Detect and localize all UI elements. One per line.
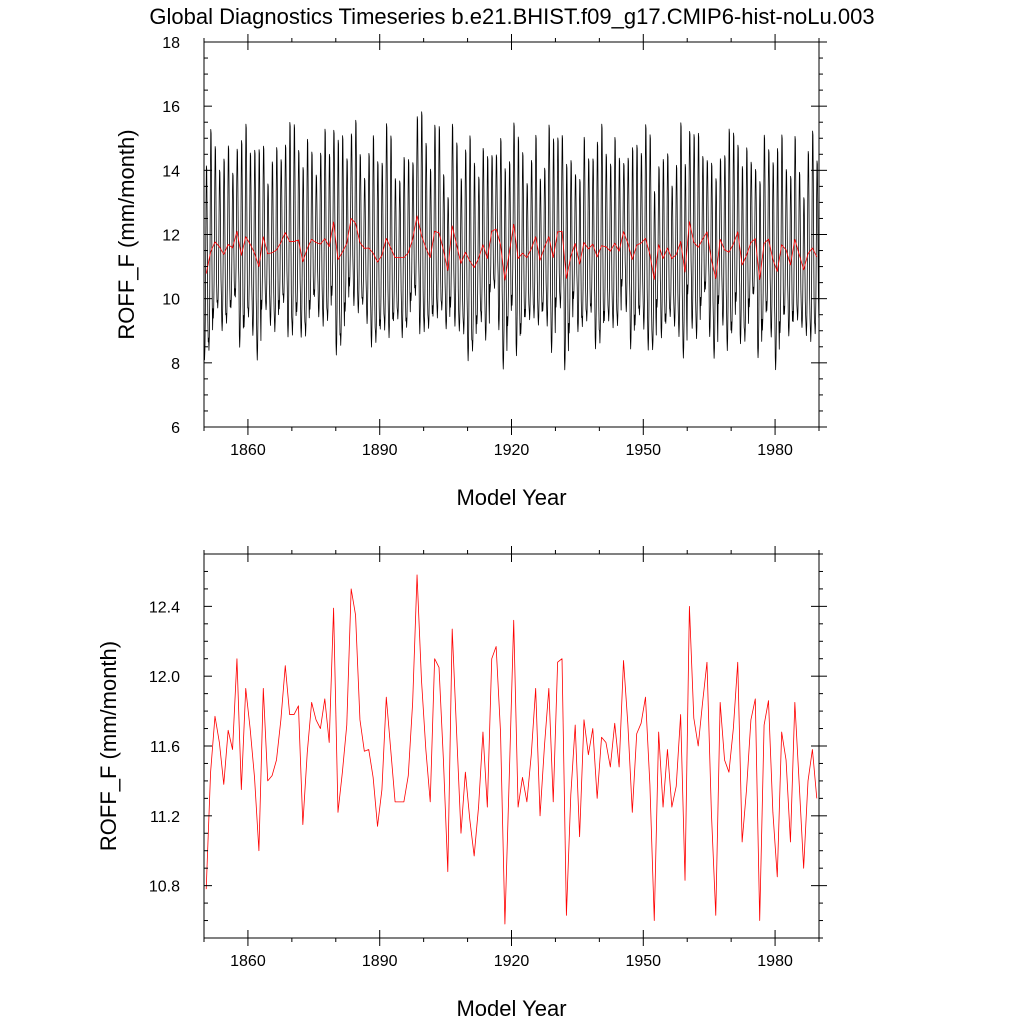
plot-frame xyxy=(203,41,820,428)
x-tick-label: 1920 xyxy=(494,442,530,459)
x-tick-label: 1980 xyxy=(757,953,793,970)
x-tick-label: 1950 xyxy=(625,953,661,970)
y-tick-label: 16 xyxy=(162,99,180,116)
y-axis-label: ROFF_F (mm/month) xyxy=(114,129,139,339)
annual-series-line xyxy=(205,215,818,281)
y-tick-label: 12 xyxy=(162,228,180,245)
monthly-timeseries-panel: 1860 1890 1920 1950 1980 6 8 10 12 14 16 18 Model Y… xyxy=(114,34,827,510)
y-tick-label: 10 xyxy=(162,292,180,309)
series-layer xyxy=(205,574,818,925)
x-tick-label: 1890 xyxy=(362,442,398,459)
plot-frame xyxy=(203,553,820,939)
y-tick-label: 14 xyxy=(162,163,180,180)
x-tick-label: 1920 xyxy=(494,953,530,970)
y-tick-label: 11.2 xyxy=(150,809,180,826)
y-tick-label: 18 xyxy=(162,35,180,52)
annual-mean-panel: 1860 1890 1920 1950 1980 10.8 11.2 11.6 12.0 12.4… xyxy=(96,546,827,1021)
ticks-layer: 1860 1890 1920 1950 1980 6 8 10 12 14 16 18 xyxy=(162,34,827,459)
y-tick-label: 12.4 xyxy=(149,599,180,616)
x-tick-label: 1860 xyxy=(230,953,266,970)
series-layer xyxy=(204,111,819,371)
annual-series-line xyxy=(205,574,818,925)
y-axis-label: ROFF_F (mm/month) xyxy=(96,641,121,851)
x-axis-label: Model Year xyxy=(456,996,566,1021)
x-tick-label: 1890 xyxy=(362,953,398,970)
y-tick-label: 11.6 xyxy=(150,739,180,756)
y-tick-label: 6 xyxy=(171,420,180,437)
x-axis-label: Model Year xyxy=(456,485,566,510)
x-tick-label: 1950 xyxy=(625,442,661,459)
y-tick-label: 8 xyxy=(171,356,180,373)
ticks-layer: 1860 1890 1920 1950 1980 10.8 11.2 11.6 12.0 12.4 xyxy=(149,546,827,970)
y-tick-label: 10.8 xyxy=(149,879,180,896)
y-tick-label: 12.0 xyxy=(149,669,180,686)
figure-title: Global Diagnostics Timeseries b.e21.BHIS… xyxy=(149,4,874,29)
x-tick-label: 1980 xyxy=(757,442,793,459)
x-tick-label: 1860 xyxy=(230,442,266,459)
